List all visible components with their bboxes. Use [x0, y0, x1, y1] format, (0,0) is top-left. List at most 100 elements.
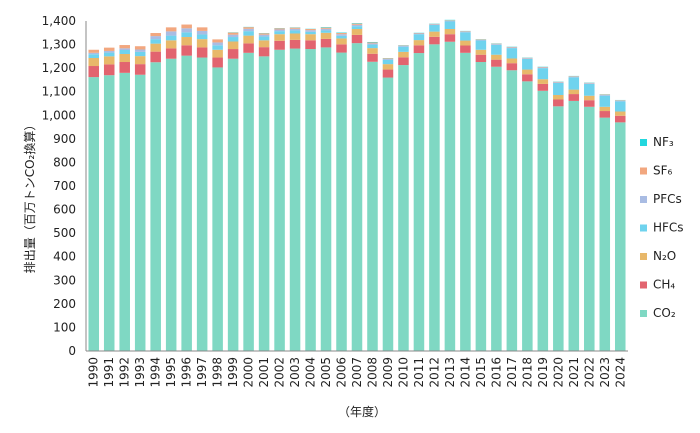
y-tick-label: 800	[53, 155, 76, 169]
y-tick-label: 1,100	[42, 85, 76, 99]
x-tick-label: 2010	[396, 357, 410, 388]
y-tick-label: 200	[53, 297, 76, 311]
bar-segment	[336, 36, 347, 39]
y-tick-label: 100	[53, 320, 76, 334]
bar-segment	[615, 112, 626, 116]
y-tick-label: 1,400	[42, 14, 76, 28]
bar-segment	[228, 49, 239, 59]
bar-segment	[243, 43, 254, 52]
x-tick-label: 1992	[118, 357, 132, 388]
bar-segment	[197, 27, 208, 31]
bar-segment	[243, 29, 254, 31]
bar-segment	[429, 44, 440, 351]
bar-segment	[367, 48, 378, 54]
legend-label: CO₂	[653, 306, 676, 320]
bar-segment	[259, 40, 270, 47]
x-tick-label: 2006	[335, 357, 349, 388]
bar-segment	[259, 47, 270, 56]
bar-segment	[150, 44, 161, 52]
bar-segment	[460, 41, 471, 46]
bar-segment	[367, 62, 378, 351]
legend-label: PFCs	[653, 192, 682, 206]
bar-segment	[538, 91, 549, 351]
bar-segment	[584, 100, 595, 107]
legend-label: N₂O	[653, 249, 676, 263]
bar-segment	[538, 67, 549, 68]
x-tick-label: 2022	[582, 357, 596, 388]
bar-segment	[104, 51, 115, 53]
bar-segment	[383, 64, 394, 69]
x-tick-label: 1994	[149, 357, 163, 388]
bar-segment	[290, 49, 301, 351]
x-tick-label: 2024	[613, 357, 627, 388]
bar-segment	[553, 95, 564, 99]
bar-segment	[352, 24, 363, 25]
bar-segment	[398, 52, 409, 57]
x-tick-label: 2001	[257, 357, 271, 388]
bar-segment	[88, 66, 99, 77]
bar-segment	[491, 45, 502, 55]
bar-segment	[445, 21, 456, 22]
bar-segment	[88, 50, 99, 53]
legend-swatch	[640, 168, 647, 175]
y-tick-label: 1,000	[42, 108, 76, 122]
bar-segment	[507, 58, 518, 63]
bar-segment	[243, 36, 254, 44]
bar-segment	[429, 32, 440, 37]
x-tick-label: 2012	[427, 357, 441, 388]
bar-segment	[119, 73, 130, 351]
bar-segment	[367, 42, 378, 43]
x-tick-label: 2008	[365, 357, 379, 388]
bar-segment	[553, 99, 564, 106]
bar-segment	[259, 33, 270, 34]
bar-segment	[259, 37, 270, 41]
bar-segment	[367, 45, 378, 49]
bar-segment	[615, 116, 626, 123]
bar-segment	[600, 111, 611, 118]
bar-segment	[290, 28, 301, 29]
bar-segment	[228, 42, 239, 50]
x-tick-label: 1993	[133, 357, 147, 388]
bar-segment	[569, 101, 580, 351]
x-tick-label: 2015	[474, 357, 488, 388]
bar-segment	[336, 53, 347, 351]
bar-segment	[507, 70, 518, 351]
bar-segment	[615, 122, 626, 351]
y-tick-label: 1,300	[42, 38, 76, 52]
bar-segment	[135, 64, 146, 75]
bar-segment	[212, 67, 223, 351]
bar-segment	[119, 45, 130, 48]
x-tick-label: 1997	[195, 357, 209, 388]
bar-segment	[197, 39, 208, 47]
legend-swatch	[640, 310, 647, 317]
bar-segment	[88, 54, 99, 58]
bar-segment	[507, 48, 518, 58]
bar-segment	[119, 54, 130, 62]
bar-segment	[336, 38, 347, 44]
bar-segment	[600, 96, 611, 107]
bar-segment	[507, 63, 518, 70]
bar-segment	[88, 58, 99, 66]
bar-segment	[290, 33, 301, 39]
y-tick-label: 500	[53, 226, 76, 240]
bar-segment	[538, 79, 549, 84]
x-tick-label: 2003	[288, 357, 302, 388]
bar-segment	[476, 55, 487, 62]
bar-segment	[228, 33, 239, 35]
bar-segment	[522, 59, 533, 70]
bar-segment	[352, 29, 363, 35]
x-tick-label: 2000	[242, 357, 256, 388]
y-tick-label: 700	[53, 179, 76, 193]
bar-segment	[212, 58, 223, 68]
bar-segment	[383, 60, 394, 64]
x-tick-label: 2021	[567, 357, 581, 388]
y-tick-labels: 01002003004005006007008009001,0001,1001,…	[42, 14, 76, 358]
bar-segment	[383, 59, 394, 60]
bar-segment	[274, 28, 285, 29]
bar-segment	[104, 53, 115, 57]
bar-segment	[88, 77, 99, 351]
x-axis-title: （年度）	[338, 404, 386, 419]
bar-segment	[305, 40, 316, 49]
bar-segment	[600, 107, 611, 111]
